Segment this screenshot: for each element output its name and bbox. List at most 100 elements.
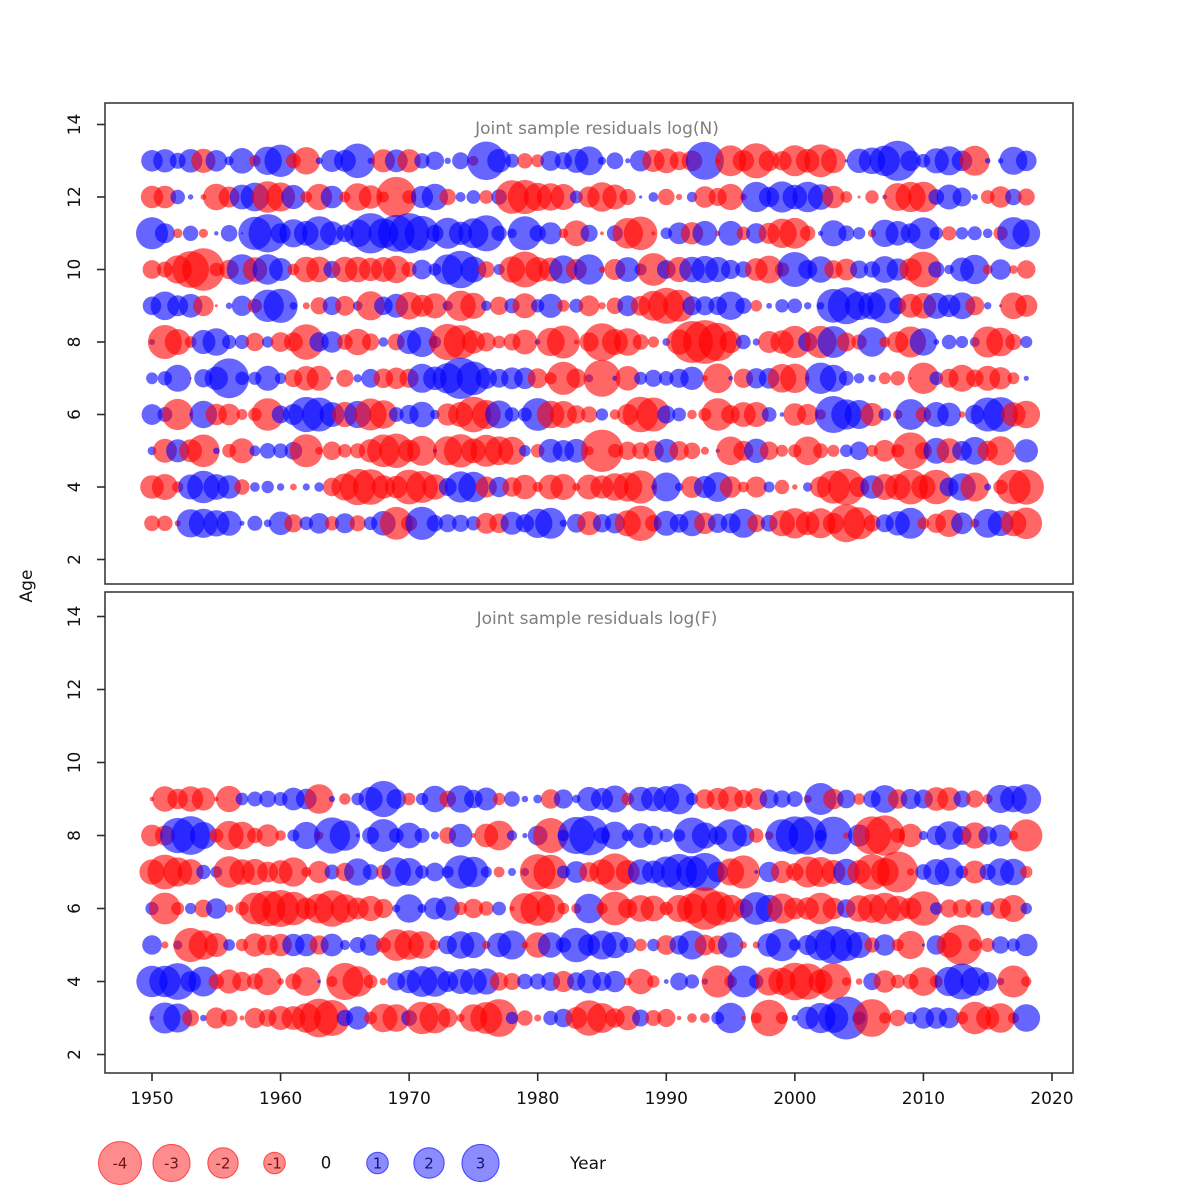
residual-bubble <box>458 856 489 888</box>
residual-bubble <box>291 967 321 996</box>
residual-bubble <box>776 444 788 457</box>
residual-bubble <box>643 825 664 846</box>
y-axis-label: Age <box>17 570 37 603</box>
residual-bubble <box>324 864 340 880</box>
residual-bubble <box>321 331 343 353</box>
residual-bubble <box>867 288 903 324</box>
residual-bubble <box>275 830 286 841</box>
residual-bubble <box>281 184 306 210</box>
residual-bubble <box>874 934 896 956</box>
residual-bubble <box>228 821 256 850</box>
residual-bubble <box>837 789 856 809</box>
residual-bubble <box>980 938 995 952</box>
residual-bubble <box>728 508 758 538</box>
residual-bubble <box>430 831 439 840</box>
residual-bubble <box>340 143 376 179</box>
residual-bubble <box>342 966 373 997</box>
residual-bubble <box>529 973 546 990</box>
residual-bubble <box>355 833 360 838</box>
residual-bubble <box>519 445 531 457</box>
residual-bubble <box>439 188 456 206</box>
residual-bubble <box>308 513 330 534</box>
residual-bubble <box>791 1014 798 1022</box>
residual-bubble <box>235 371 249 385</box>
residual-bubble <box>879 1012 891 1024</box>
residual-bubble <box>803 482 813 492</box>
residual-bubble <box>1021 976 1032 987</box>
residual-bubble <box>878 372 891 385</box>
residual-bubble <box>206 898 227 919</box>
residual-bubble <box>779 217 811 249</box>
residual-bubble <box>422 293 448 319</box>
residual-bubble <box>1009 265 1018 274</box>
residual-bubble <box>214 304 218 308</box>
residual-bubble <box>761 407 777 422</box>
residual-bubble <box>367 819 400 852</box>
residual-bubble <box>239 520 245 526</box>
residual-bubble <box>597 156 607 165</box>
residual-bubble <box>900 150 921 172</box>
residual-bubble <box>948 364 976 392</box>
residual-bubble <box>335 295 355 316</box>
residual-bubble <box>425 151 445 170</box>
residual-bubble <box>164 329 191 355</box>
panel-logF-box <box>104 591 1074 1074</box>
residual-bubble <box>1015 294 1038 317</box>
residual-bubble <box>953 790 971 808</box>
residual-bubble <box>232 971 252 992</box>
residual-bubble <box>358 185 383 209</box>
residual-bubble <box>770 860 794 884</box>
residual-bubble <box>672 407 686 422</box>
residual-bubble <box>843 507 876 540</box>
residual-bubble <box>598 266 606 273</box>
residual-bubble <box>189 377 192 380</box>
residual-bubble <box>659 371 674 386</box>
residual-bubble <box>917 517 930 530</box>
residual-bubble <box>535 507 567 539</box>
residual-bubble <box>248 214 287 253</box>
y-tick-label: 10 <box>65 259 85 281</box>
residual-bubble <box>965 899 985 918</box>
residual-bubble <box>269 258 293 281</box>
y-tick-label: 12 <box>65 186 85 208</box>
residual-bubble <box>244 1007 266 1029</box>
panel-logN-title: Joint sample residuals log(N) <box>474 119 719 139</box>
residual-bubble <box>224 904 234 913</box>
residual-bubble <box>235 792 249 806</box>
residual-bubble <box>426 515 444 532</box>
residual-bubble <box>657 1008 676 1028</box>
legend-bubble-1 <box>366 1151 389 1175</box>
residual-bubble <box>659 828 674 843</box>
residual-bubble <box>843 832 850 839</box>
residual-bubble <box>157 515 173 531</box>
residual-bubble <box>566 368 587 389</box>
residual-bubble <box>680 366 704 390</box>
residual-bubble <box>550 474 577 500</box>
residual-bubble <box>978 972 998 991</box>
residual-bubble <box>339 939 350 951</box>
residual-bubble <box>715 1002 746 1034</box>
residual-bubble <box>813 443 829 459</box>
residual-bubble <box>726 855 761 889</box>
residual-bubble <box>315 157 323 165</box>
residual-bubble <box>234 479 250 495</box>
residual-bubble <box>581 406 598 423</box>
residual-bubble <box>402 792 416 806</box>
residual-bubble <box>567 405 586 424</box>
residual-bubble <box>692 220 718 246</box>
residual-bubble <box>452 152 470 170</box>
residual-bubble <box>304 784 334 814</box>
residual-bubble <box>339 793 351 805</box>
residual-bubble <box>553 789 574 809</box>
residual-bubble <box>223 939 236 951</box>
residual-bubble <box>1020 336 1033 348</box>
residual-bubble <box>492 901 506 916</box>
residual-bubble <box>247 791 263 807</box>
residual-bubble <box>388 407 404 422</box>
residual-bubble <box>898 823 923 848</box>
residual-bubble <box>780 363 810 393</box>
residual-bubble <box>788 939 801 951</box>
residual-bubble <box>182 1009 200 1027</box>
residual-bubble <box>759 789 779 809</box>
residual-bubble <box>379 506 413 540</box>
